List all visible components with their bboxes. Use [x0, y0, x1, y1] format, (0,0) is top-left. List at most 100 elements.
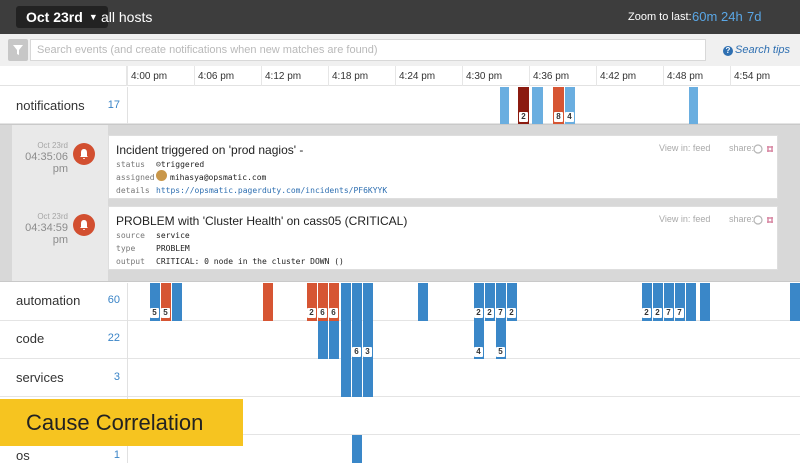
- slack-icon[interactable]: [765, 215, 775, 225]
- row-label: services: [16, 370, 64, 385]
- tick-label: 4:06 pm: [198, 71, 235, 82]
- event-bar[interactable]: [352, 321, 362, 359]
- event-card[interactable]: Incident triggered on 'prod nagios' - st…: [108, 135, 778, 199]
- filter-button[interactable]: [8, 39, 28, 61]
- timeline-row-notifications[interactable]: notifications 17 2 8 4: [0, 87, 800, 124]
- zoom-7d-button[interactable]: 7d: [747, 9, 762, 24]
- event-bar[interactable]: [689, 87, 698, 124]
- event-bar[interactable]: [363, 321, 373, 359]
- event-bar[interactable]: [341, 359, 351, 397]
- event-bar[interactable]: [474, 321, 484, 359]
- event-bar[interactable]: [363, 283, 373, 321]
- search-tips-link[interactable]: ? Search tips: [723, 44, 790, 56]
- zoom-60m-button[interactable]: 60m: [692, 9, 718, 24]
- field-value: PROBLEM: [156, 244, 190, 253]
- event-bar[interactable]: [352, 283, 362, 321]
- event-bar[interactable]: [418, 283, 428, 321]
- event-bar[interactable]: [307, 283, 317, 321]
- event-count-badge: 5: [496, 347, 505, 357]
- event-count-badge: 2: [307, 308, 316, 318]
- search-tips-label: Search tips: [735, 44, 791, 56]
- row-label: notifications: [16, 98, 85, 113]
- question-circle-icon: ?: [723, 46, 733, 56]
- timeline-row-os[interactable]: os 1: [0, 435, 800, 463]
- zoom-24h-button[interactable]: 24h: [721, 9, 743, 24]
- row-count[interactable]: 22: [107, 332, 120, 344]
- tick-line: [395, 66, 396, 86]
- tick-line: [462, 66, 463, 86]
- row-divider: [127, 359, 128, 397]
- incident-link[interactable]: https://opsmatic.pagerduty.com/incidents…: [156, 186, 388, 195]
- event-bar[interactable]: [675, 283, 685, 321]
- event-count-badge: 4: [474, 347, 483, 357]
- field-key: source: [116, 231, 145, 240]
- row-count[interactable]: 3: [113, 371, 120, 383]
- row-count[interactable]: 60: [107, 294, 120, 306]
- timeline-row-automation[interactable]: automation 60 5 5 2 6 6 2 2 7 2 2 2 7 7: [0, 283, 800, 321]
- event-bar[interactable]: [263, 283, 273, 321]
- event-bar[interactable]: [485, 283, 495, 321]
- event-count-badge: 2: [519, 112, 528, 122]
- event-bar[interactable]: [686, 283, 696, 321]
- event-bar[interactable]: [507, 283, 517, 321]
- comment-icon[interactable]: [753, 215, 763, 225]
- comment-icon[interactable]: [753, 144, 763, 154]
- event-card[interactable]: PROBLEM with 'Cluster Health' on cass05 …: [108, 206, 778, 270]
- event-bar[interactable]: [329, 283, 339, 321]
- axis-divider: [127, 66, 128, 86]
- event-time-suffix: pm: [52, 163, 68, 175]
- row-count[interactable]: 1: [113, 449, 120, 461]
- hosts-label[interactable]: all hosts: [101, 9, 153, 25]
- field-value[interactable]: mihasya@opsmatic.com: [170, 173, 267, 182]
- tick-label: 4:12 pm: [265, 71, 302, 82]
- event-bar[interactable]: [565, 87, 575, 124]
- tick-line: [529, 66, 530, 86]
- event-bar[interactable]: [700, 283, 710, 321]
- share-label: share:: [729, 143, 755, 153]
- event-count-badge: 7: [664, 308, 673, 318]
- timeline-row-services[interactable]: services 3: [0, 359, 800, 397]
- field-key: status: [116, 160, 145, 169]
- row-count[interactable]: 17: [107, 99, 120, 111]
- event-bar[interactable]: [496, 321, 506, 359]
- event-count-badge: 2: [642, 308, 651, 318]
- timeline-row-code[interactable]: code 22 6 3 4 5: [0, 321, 800, 359]
- event-count-badge: 6: [329, 308, 338, 318]
- event-bar[interactable]: [341, 321, 351, 359]
- event-title: Incident triggered on 'prod nagios' -: [116, 143, 304, 157]
- event-count-badge: 3: [363, 347, 372, 357]
- event-bar[interactable]: [172, 283, 182, 321]
- event-bar[interactable]: [532, 87, 543, 124]
- event-bar[interactable]: [664, 283, 674, 321]
- event-bar[interactable]: [553, 87, 564, 124]
- event-bar[interactable]: [329, 321, 339, 359]
- event-count-badge: 7: [675, 308, 684, 318]
- event-bar[interactable]: [642, 283, 652, 321]
- event-bar[interactable]: [341, 283, 351, 321]
- event-time: 04:35:06: [25, 151, 68, 163]
- event-bar[interactable]: [352, 435, 362, 463]
- view-in-feed-link[interactable]: View in: feed: [659, 143, 711, 153]
- search-input[interactable]: [30, 39, 706, 61]
- event-bar[interactable]: [161, 283, 171, 321]
- event-bar[interactable]: [363, 359, 373, 397]
- event-count-badge: 2: [474, 308, 483, 318]
- event-bar[interactable]: [150, 283, 160, 321]
- event-bar[interactable]: [474, 283, 484, 321]
- event-bar[interactable]: [500, 87, 509, 124]
- event-bar[interactable]: [790, 283, 800, 321]
- event-bar[interactable]: [496, 283, 506, 321]
- view-in-feed-link[interactable]: View in: feed: [659, 214, 711, 224]
- slack-icon[interactable]: [765, 144, 775, 154]
- event-bar[interactable]: [318, 283, 328, 321]
- time-axis: 4:00 pm 4:06 pm 4:12 pm 4:18 pm 4:24 pm …: [0, 66, 800, 86]
- row-divider: [127, 321, 128, 359]
- event-bar[interactable]: [318, 321, 328, 359]
- event-bar[interactable]: [352, 359, 362, 397]
- event-bar[interactable]: [518, 87, 529, 124]
- event-bar[interactable]: [653, 283, 663, 321]
- date-picker-button[interactable]: Oct 23rd ▼: [16, 6, 108, 28]
- event-count-badge: 5: [161, 308, 170, 318]
- bell-icon: [73, 214, 95, 236]
- tick-line: [663, 66, 664, 86]
